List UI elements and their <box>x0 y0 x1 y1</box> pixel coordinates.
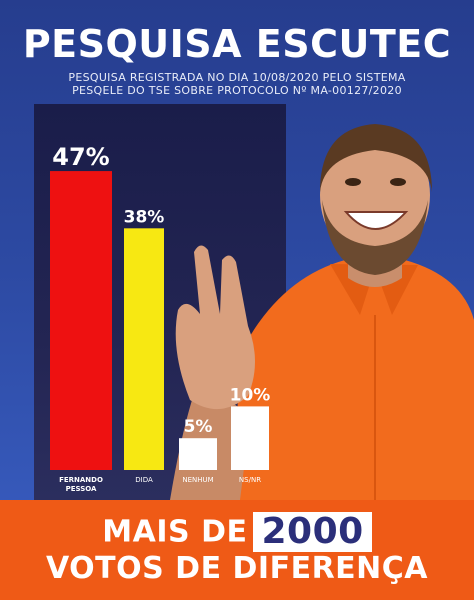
data-label-0: 47% <box>52 143 109 171</box>
category-label-2: NENHUM <box>182 476 213 484</box>
banner-line-1: MAIS DE 2000 <box>0 512 474 552</box>
bar-1 <box>124 228 164 470</box>
candidate-photo <box>170 124 474 500</box>
bar-0 <box>50 171 112 470</box>
beard <box>322 200 428 275</box>
hair <box>320 124 432 192</box>
face <box>320 129 430 261</box>
page-title: PESQUISA ESCUTEC <box>22 22 452 66</box>
subtitle-line-1: PESQUISA REGISTRADA NO DIA 10/08/2020 PE… <box>68 71 406 84</box>
banner <box>0 500 474 600</box>
banner-number: 2000 <box>253 512 372 552</box>
category-label-3: NS/NR <box>239 476 261 484</box>
category-label-0-0: FERNANDO <box>59 476 103 484</box>
victory-hand <box>175 245 255 410</box>
banner-prefix: MAIS DE <box>102 514 248 550</box>
bar-2 <box>179 438 217 470</box>
data-label-1: 38% <box>124 207 165 227</box>
page-subtitle: PESQUISA REGISTRADA NO DIA 10/08/2020 PE… <box>0 71 474 97</box>
subtitle-line-2: PESQELE DO TSE SOBRE PROTOCOLO Nº MA-001… <box>72 84 402 97</box>
data-label-3: 10% <box>230 385 271 405</box>
orange-shirt <box>230 260 474 500</box>
smile <box>343 211 409 230</box>
data-label-2: 5% <box>184 417 213 437</box>
bar-3 <box>231 406 269 470</box>
banner-line-2: VOTOS DE DIFERENÇA <box>45 551 429 586</box>
category-label-0-1: PESSOA <box>66 485 97 493</box>
category-label-1: DIDA <box>135 476 153 484</box>
